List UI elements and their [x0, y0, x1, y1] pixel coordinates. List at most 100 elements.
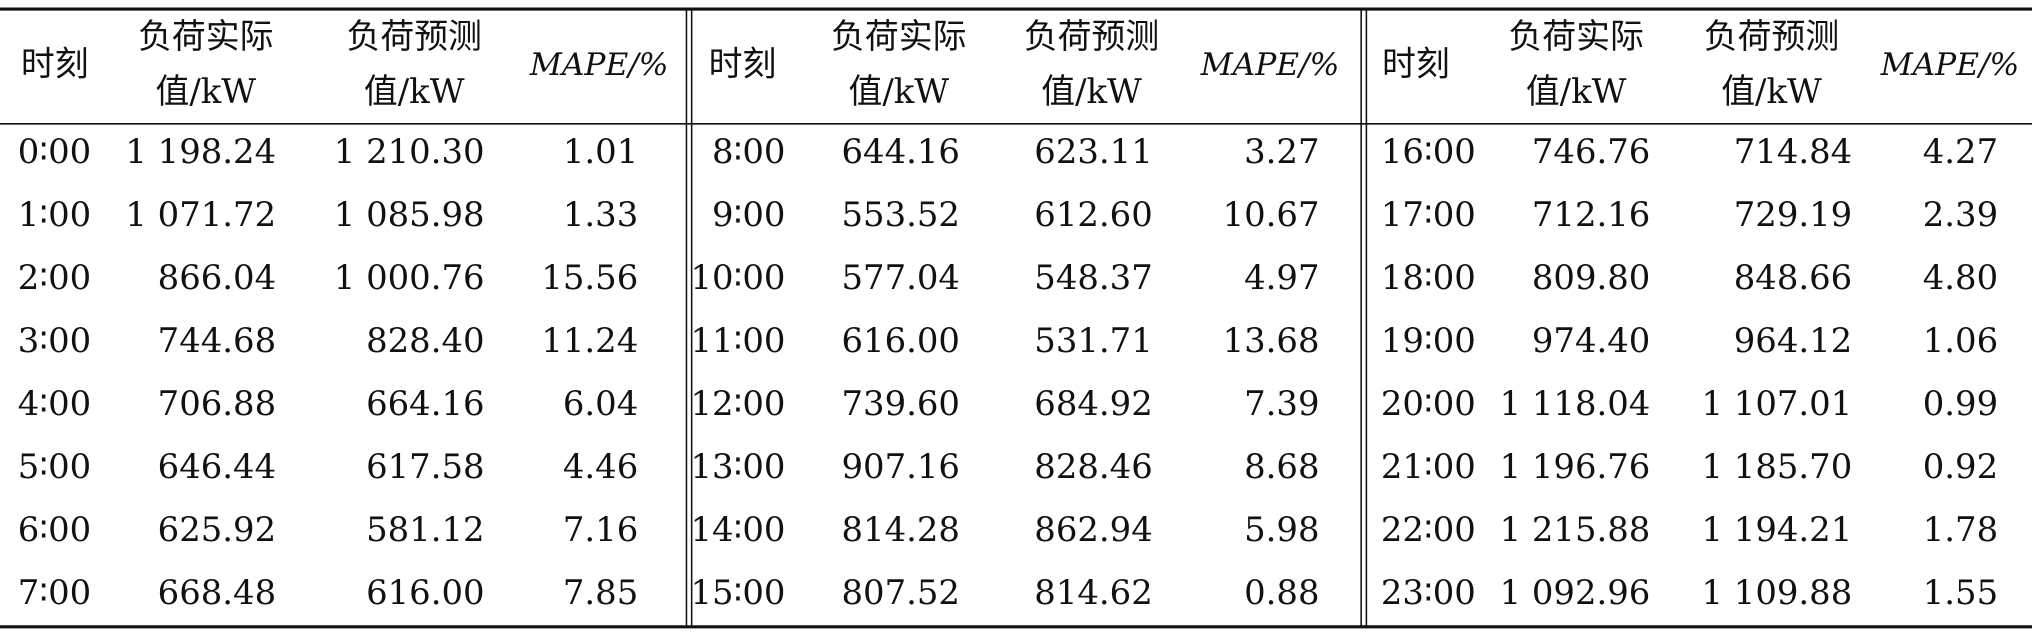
cell-mape: 2.39 — [1923, 195, 1998, 234]
cell-actual-load: 1 092.96 — [1500, 573, 1651, 612]
cell-forecast-load: 964.12 — [1734, 321, 1852, 360]
cell-forecast-load: 1 000.76 — [334, 258, 485, 297]
cell-time: 20∶00 — [1381, 384, 1476, 423]
cell-forecast-load: 828.46 — [1034, 447, 1152, 486]
cell-actual-load: 866.04 — [158, 258, 276, 297]
cell-actual-load: 646.44 — [158, 447, 276, 486]
cell-mape: 7.85 — [563, 573, 638, 612]
header-forecast-load: 负荷预测 — [347, 17, 482, 56]
cell-actual-load: 1 198.24 — [125, 132, 276, 171]
header-actual-load: 值/kW — [1526, 72, 1627, 111]
header-mape: MAPE/% — [1200, 47, 1340, 83]
cell-forecast-load: 617.58 — [366, 447, 484, 486]
cell-forecast-load: 623.11 — [1034, 132, 1152, 171]
header-actual-load: 值/kW — [156, 72, 257, 111]
cell-forecast-load: 729.19 — [1734, 195, 1852, 234]
cell-forecast-load: 862.94 — [1034, 510, 1152, 549]
cell-forecast-load: 714.84 — [1734, 132, 1852, 171]
header-time: 时刻 — [709, 44, 777, 83]
cell-actual-load: 1 196.76 — [1500, 447, 1651, 486]
cell-mape: 4.80 — [1923, 258, 1998, 297]
cell-time: 19∶00 — [1381, 321, 1476, 360]
cell-actual-load: 1 071.72 — [125, 195, 276, 234]
cell-forecast-load: 1 107.01 — [1701, 384, 1852, 423]
cell-mape: 4.27 — [1923, 132, 1998, 171]
header-actual-load: 负荷实际 — [831, 17, 966, 56]
cell-mape: 11.24 — [541, 321, 638, 360]
cell-actual-load: 668.48 — [158, 573, 276, 612]
cell-actual-load: 712.16 — [1532, 195, 1650, 234]
cell-mape: 4.97 — [1244, 258, 1319, 297]
cell-mape: 3.27 — [1244, 132, 1319, 171]
cell-time: 0∶00 — [18, 132, 91, 171]
cell-mape: 1.55 — [1923, 573, 1998, 612]
header-actual-load: 负荷实际 — [138, 17, 273, 56]
cell-time: 21∶00 — [1381, 447, 1476, 486]
cell-forecast-load: 828.40 — [366, 321, 484, 360]
cell-mape: 8.68 — [1244, 447, 1319, 486]
cell-time: 5∶00 — [18, 447, 91, 486]
cell-forecast-load: 664.16 — [366, 384, 484, 423]
cell-actual-load: 1 215.88 — [1500, 510, 1651, 549]
cell-time: 17∶00 — [1381, 195, 1476, 234]
cell-time: 1∶00 — [18, 195, 91, 234]
cell-mape: 1.01 — [563, 132, 638, 171]
cell-time: 12∶00 — [690, 384, 785, 423]
cell-time: 22∶00 — [1381, 510, 1476, 549]
cell-actual-load: 807.52 — [842, 573, 960, 612]
cell-forecast-load: 848.66 — [1734, 258, 1852, 297]
cell-time: 15∶00 — [690, 573, 785, 612]
cell-forecast-load: 1 109.88 — [1701, 573, 1852, 612]
cell-time: 9∶00 — [712, 195, 785, 234]
header-actual-load: 值/kW — [848, 72, 949, 111]
cell-actual-load: 814.28 — [842, 510, 960, 549]
cell-time: 11∶00 — [690, 321, 785, 360]
header-forecast-load: 值/kW — [1041, 72, 1142, 111]
cell-actual-load: 974.40 — [1532, 321, 1650, 360]
cell-time: 18∶00 — [1381, 258, 1476, 297]
cell-mape: 0.88 — [1244, 573, 1319, 612]
cell-time: 13∶00 — [690, 447, 785, 486]
cell-forecast-load: 684.92 — [1034, 384, 1152, 423]
cell-mape: 10.67 — [1223, 195, 1320, 234]
cell-mape: 15.56 — [541, 258, 638, 297]
cell-actual-load: 706.88 — [158, 384, 276, 423]
header-actual-load: 负荷实际 — [1508, 17, 1643, 56]
cell-actual-load: 644.16 — [842, 132, 960, 171]
cell-actual-load: 907.16 — [842, 447, 960, 486]
cell-forecast-load: 548.37 — [1034, 258, 1152, 297]
cell-actual-load: 553.52 — [842, 195, 960, 234]
cell-time: 6∶00 — [18, 510, 91, 549]
cell-forecast-load: 612.60 — [1034, 195, 1152, 234]
cell-actual-load: 577.04 — [842, 258, 960, 297]
header-time: 时刻 — [1382, 44, 1450, 83]
cell-actual-load: 616.00 — [842, 321, 960, 360]
cell-forecast-load: 1 185.70 — [1701, 447, 1852, 486]
cell-time: 3∶00 — [18, 321, 91, 360]
cell-actual-load: 625.92 — [158, 510, 276, 549]
cell-time: 10∶00 — [690, 258, 785, 297]
header-forecast-load: 值/kW — [364, 72, 465, 111]
cell-time: 4∶00 — [18, 384, 91, 423]
cell-mape: 6.04 — [563, 384, 638, 423]
cell-forecast-load: 1 085.98 — [334, 195, 485, 234]
cell-time: 8∶00 — [712, 132, 785, 171]
header-forecast-load: 值/kW — [1721, 72, 1822, 111]
header-mape: MAPE/% — [529, 47, 669, 83]
cell-forecast-load: 1 210.30 — [334, 132, 485, 171]
cell-forecast-load: 814.62 — [1034, 573, 1152, 612]
cell-mape: 1.78 — [1923, 510, 1998, 549]
cell-mape: 0.92 — [1923, 447, 1998, 486]
cell-time: 23∶00 — [1381, 573, 1476, 612]
cell-time: 14∶00 — [690, 510, 785, 549]
cell-mape: 5.98 — [1244, 510, 1319, 549]
cell-actual-load: 739.60 — [842, 384, 960, 423]
cell-mape: 7.39 — [1244, 384, 1319, 423]
cell-time: 7∶00 — [18, 573, 91, 612]
header-forecast-load: 负荷预测 — [1704, 17, 1839, 56]
header-forecast-load: 负荷预测 — [1024, 17, 1159, 56]
cell-actual-load: 809.80 — [1532, 258, 1650, 297]
cell-mape: 7.16 — [563, 510, 638, 549]
cell-actual-load: 746.76 — [1532, 132, 1650, 171]
